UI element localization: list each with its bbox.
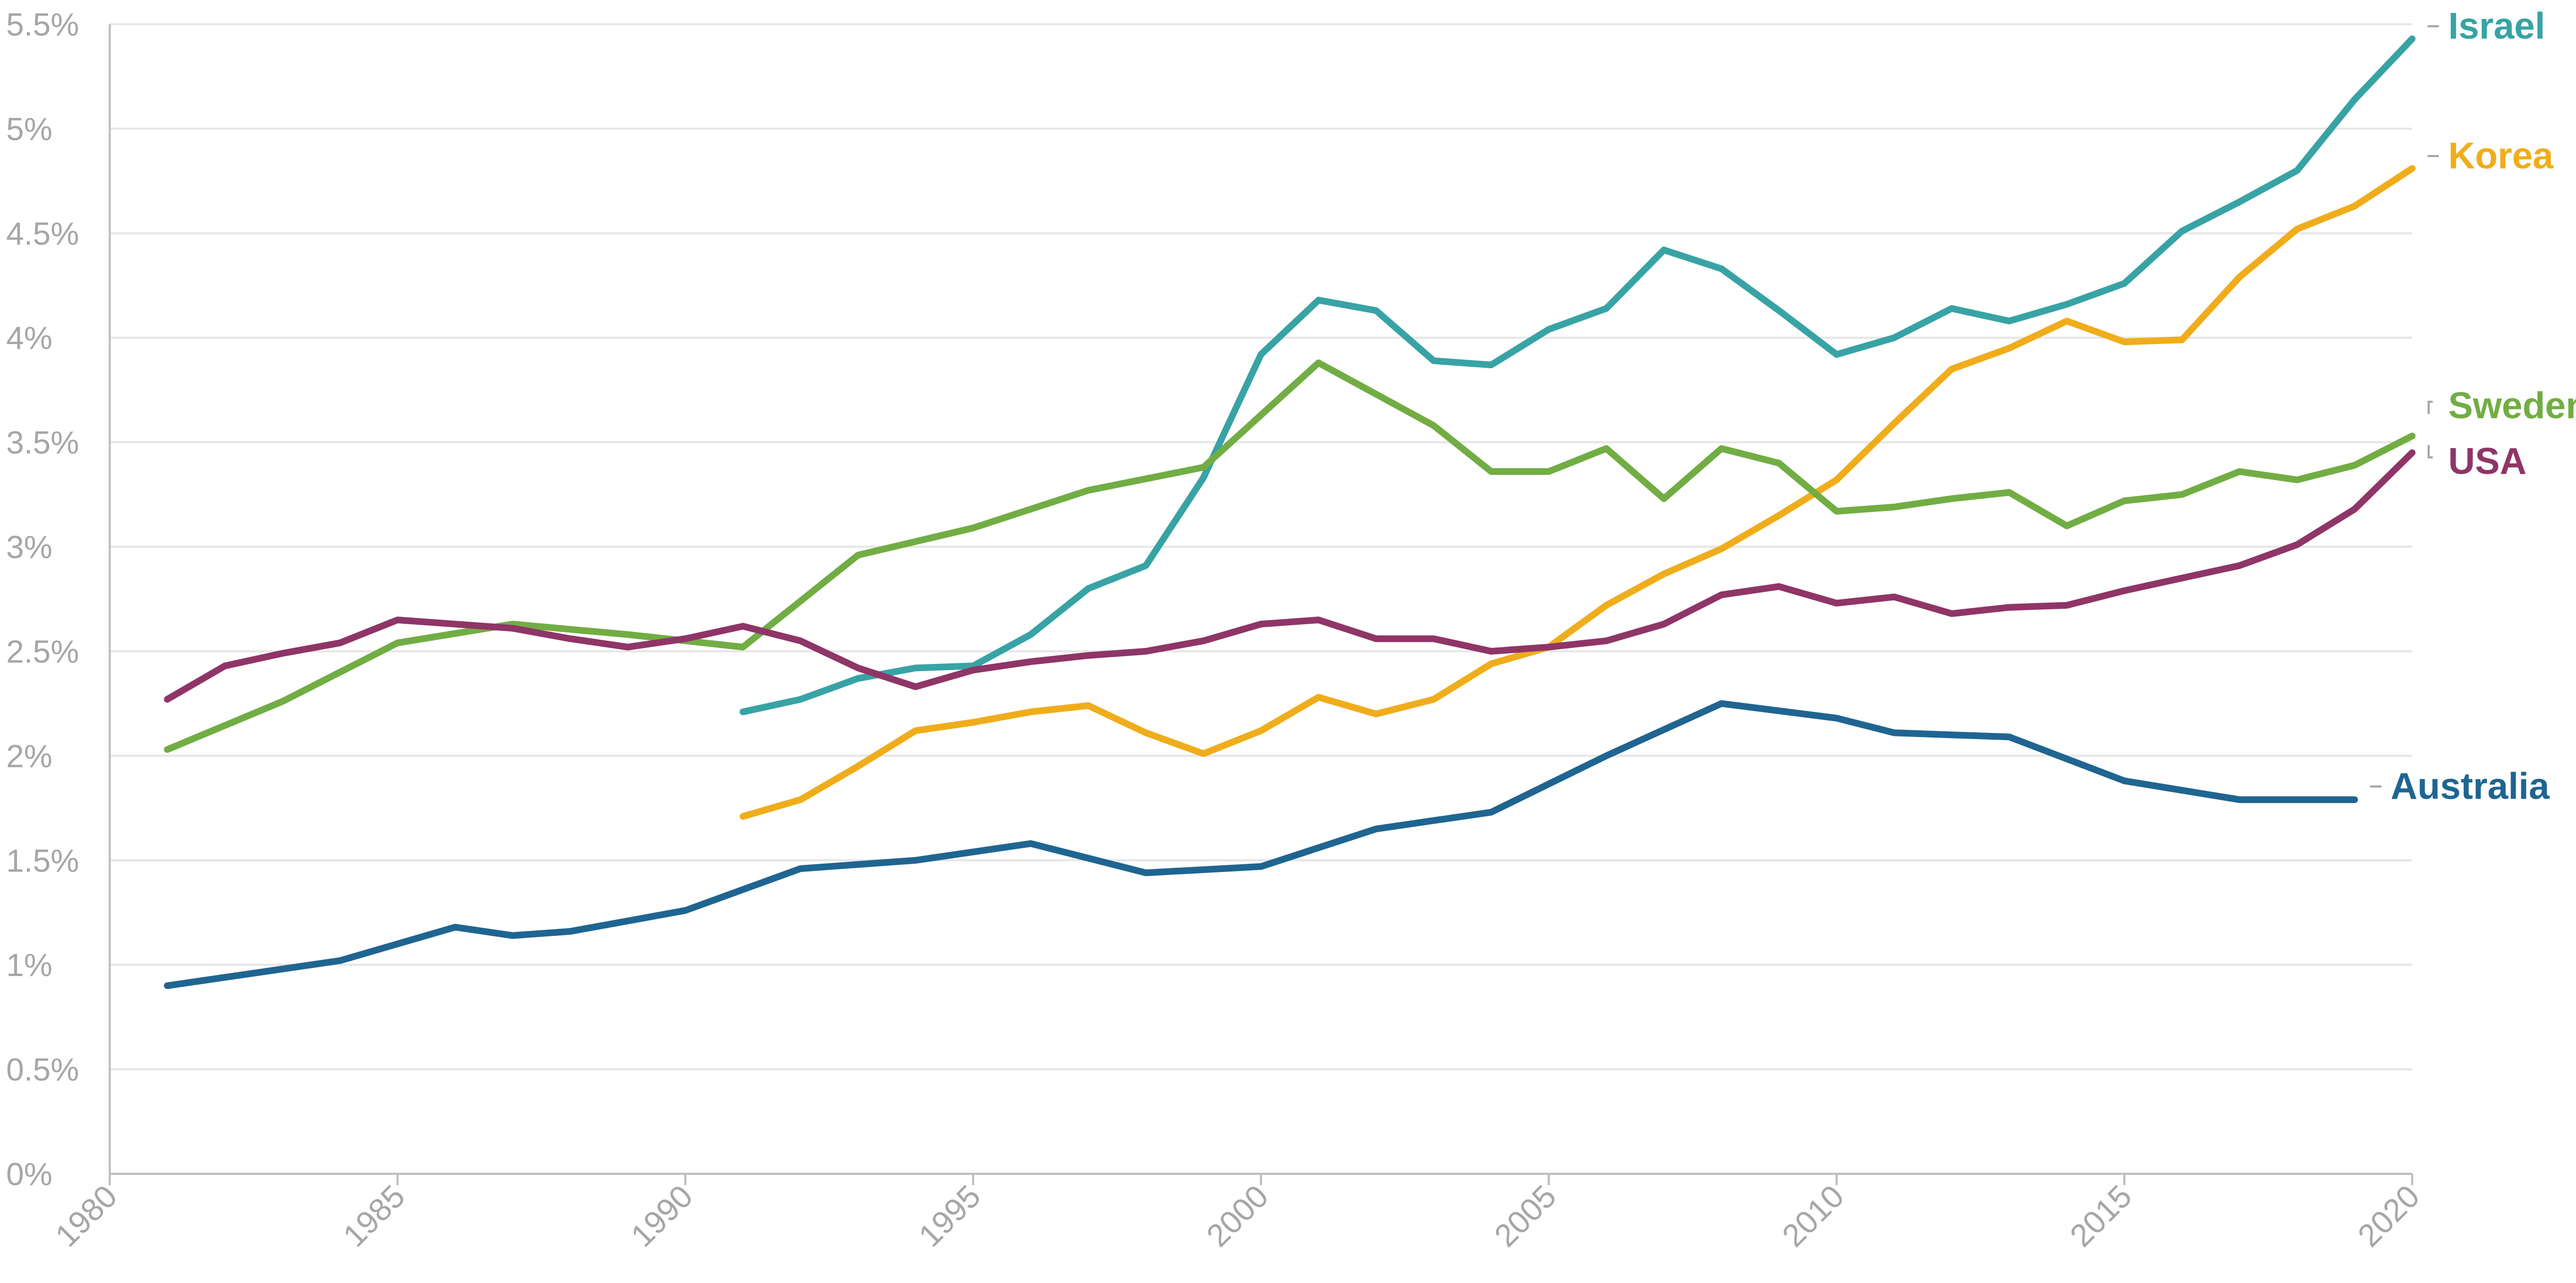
x-tick-label: 2015	[2063, 1178, 2139, 1254]
x-tick-label: 1985	[336, 1178, 412, 1254]
y-tick-label: 4%	[6, 321, 53, 356]
series-labels: Israel Korea Sweden USA Australia	[2370, 6, 2576, 807]
y-axis-tick-labels: 0% 0.5% 1% 1.5% 2% 2.5% 3% 3.5% 4% 4.5% 5% 5.5%	[6, 7, 79, 1192]
y-tick-label: 4.5%	[6, 216, 79, 252]
series-label-australia: Australia	[2391, 766, 2550, 807]
series-line-israel	[739, 35, 2416, 715]
series-line-korea	[739, 165, 2416, 820]
y-tick-label: 3.5%	[6, 425, 79, 461]
series-label-korea: Korea	[2448, 135, 2554, 177]
y-tick-label: 2.5%	[6, 634, 79, 670]
y-tick-label: 1.5%	[6, 843, 79, 879]
x-tick-label: 1990	[624, 1178, 700, 1254]
y-tick-label: 3%	[6, 530, 53, 566]
x-tick-label: 1995	[912, 1178, 987, 1254]
y-tick-label: 5.5%	[6, 7, 79, 43]
series-lines	[164, 35, 2416, 989]
y-tick-label: 0%	[6, 1157, 53, 1192]
series-line-usa	[164, 449, 2416, 703]
x-tick-label: 1980	[49, 1178, 124, 1254]
series-label-usa: USA	[2448, 441, 2527, 482]
series-label-israel: Israel	[2448, 6, 2545, 47]
x-tick-label: 2020	[2351, 1178, 2427, 1254]
x-tick-label: 2010	[1775, 1178, 1851, 1254]
y-tick-label: 5%	[6, 112, 53, 147]
series-line-australia	[164, 700, 2358, 989]
label-connector-sweden	[2428, 401, 2433, 414]
y-tick-label: 0.5%	[6, 1052, 79, 1088]
grid-lines	[109, 23, 2412, 1175]
y-tick-label: 1%	[6, 948, 53, 983]
series-label-sweden: Sweden	[2448, 385, 2576, 426]
x-tick-label: 2005	[1488, 1178, 1563, 1254]
x-tick-label: 2000	[1200, 1178, 1275, 1254]
y-tick-label: 2%	[6, 739, 53, 774]
x-axis: 1980 1985 1990 1995 2000 2005 2010 2015 2020	[49, 1173, 2427, 1254]
label-connector-usa	[2428, 445, 2433, 458]
series-line-sweden	[164, 359, 2416, 753]
